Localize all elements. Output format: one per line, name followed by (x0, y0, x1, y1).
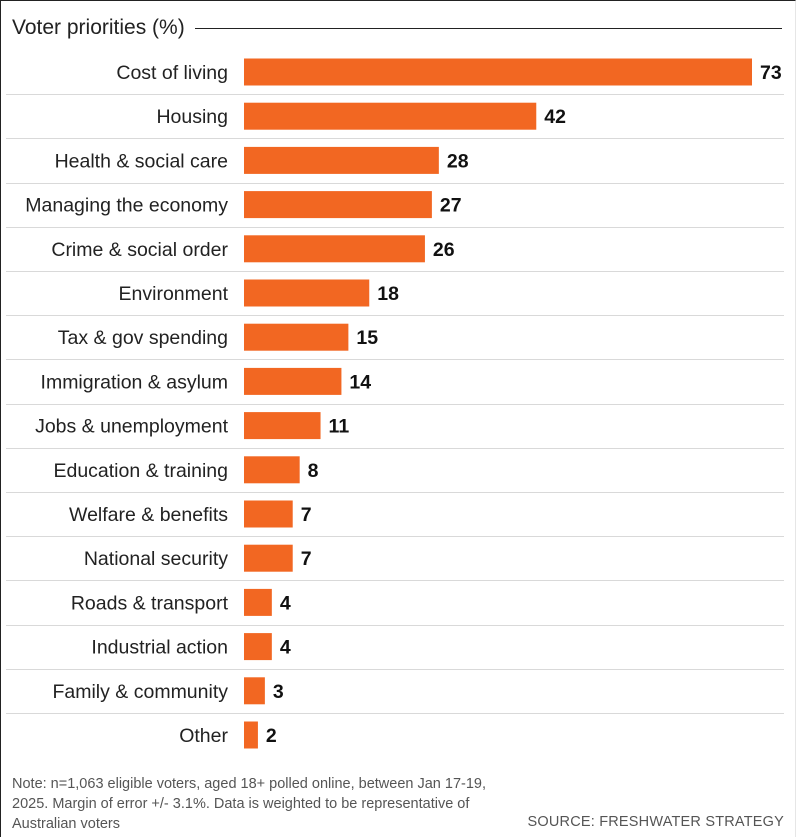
category-label: Roads & transport (71, 592, 229, 614)
category-label: Other (179, 725, 228, 747)
value-label: 15 (356, 327, 378, 349)
value-label: 4 (280, 592, 291, 614)
value-label: 8 (308, 460, 319, 482)
bar (244, 456, 300, 484)
bar (244, 58, 752, 86)
value-label: 7 (301, 504, 312, 526)
category-label: Environment (119, 283, 229, 305)
category-label: Family & community (52, 681, 228, 703)
bar (244, 323, 349, 351)
chart-title: Voter priorities (%) (12, 16, 185, 39)
category-label: Managing the economy (25, 195, 228, 217)
bar (244, 102, 537, 130)
category-label: Immigration & asylum (41, 371, 228, 393)
value-label: 18 (377, 283, 399, 305)
value-label: 3 (273, 681, 284, 703)
value-label: 2 (266, 725, 277, 747)
value-label: 4 (280, 637, 291, 659)
source-credit: SOURCE: FRESHWATER STRATEGY (527, 814, 784, 830)
category-label: Crime & social order (51, 239, 228, 261)
category-label: Tax & gov spending (58, 327, 228, 349)
category-label: National security (84, 548, 228, 570)
value-label: 26 (433, 239, 455, 261)
value-label: 42 (544, 106, 566, 128)
value-label: 27 (440, 195, 462, 217)
value-label: 11 (329, 416, 350, 438)
value-label: 14 (349, 371, 371, 393)
bar (244, 146, 439, 174)
category-label: Health & social care (55, 150, 228, 172)
bar (244, 367, 342, 395)
category-label: Housing (156, 106, 228, 128)
title-row: Voter priorities (%) (12, 14, 782, 42)
bar (244, 721, 258, 749)
bar (244, 279, 370, 307)
bar (244, 633, 272, 661)
category-label: Jobs & unemployment (35, 416, 229, 438)
category-label: Education & training (53, 460, 228, 482)
title-rule (194, 27, 782, 29)
value-label: 7 (301, 548, 312, 570)
category-label: Industrial action (91, 637, 228, 659)
bar (244, 412, 321, 440)
bar (244, 677, 265, 705)
footnote: Note: n=1,063 eligible voters, aged 18+ … (12, 776, 487, 832)
value-label: 28 (447, 150, 469, 172)
category-label: Welfare & benefits (69, 504, 228, 526)
category-label: Cost of living (116, 62, 228, 84)
value-label: 73 (760, 62, 782, 84)
bar (244, 544, 293, 572)
bar (244, 235, 425, 263)
bar (244, 588, 272, 616)
bar (244, 500, 293, 528)
bar (244, 191, 432, 219)
